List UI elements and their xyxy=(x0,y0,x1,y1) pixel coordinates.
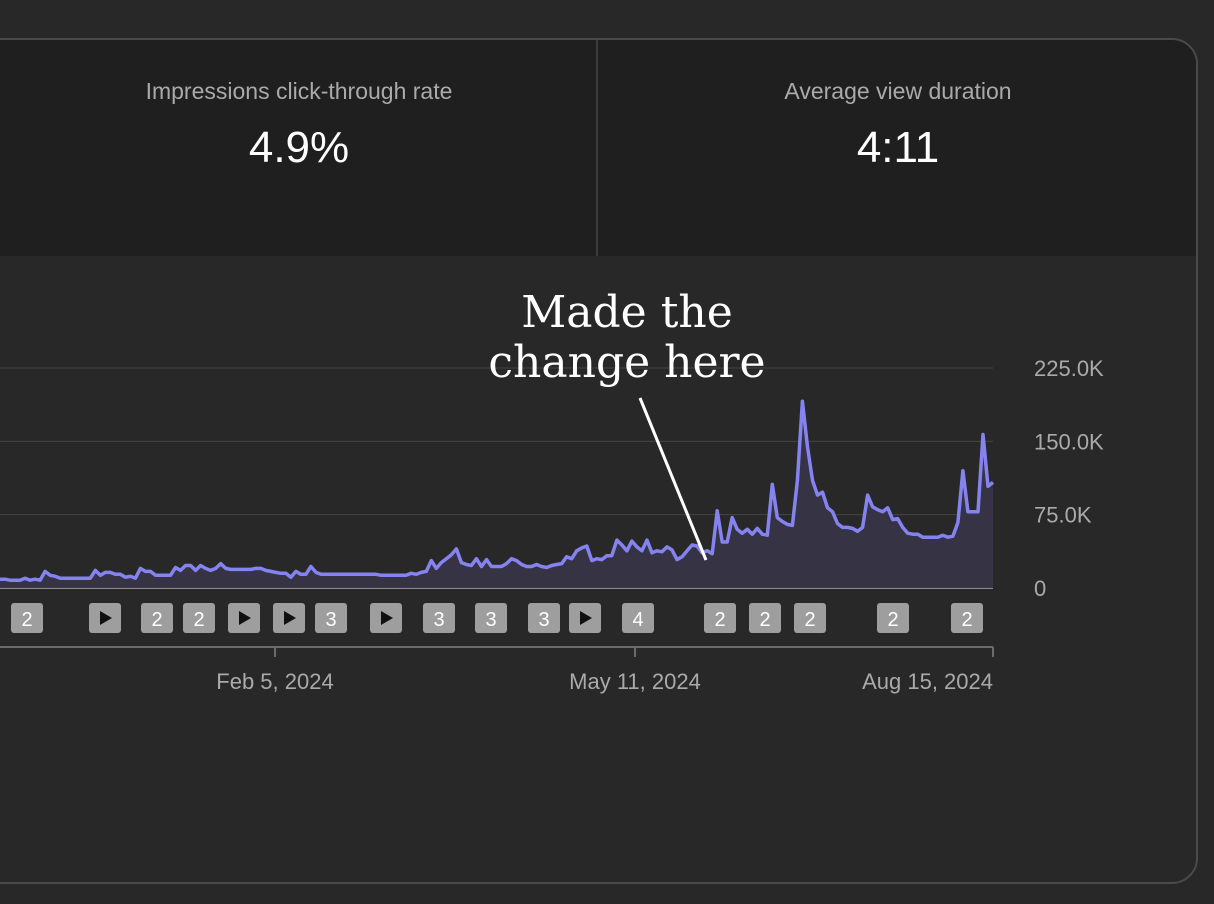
play-icon xyxy=(580,611,592,625)
metrics-row: Impressions click-through rate 4.9% Aver… xyxy=(0,40,1196,256)
video-count-marker[interactable] xyxy=(704,603,736,633)
video-count-label: 3 xyxy=(485,609,496,631)
series-line[interactable] xyxy=(0,399,995,582)
play-icon xyxy=(381,611,393,625)
change-annotation: Made the change here xyxy=(450,288,804,388)
video-count-marker[interactable] xyxy=(11,603,43,633)
y-tick-label: 0 xyxy=(1034,576,1046,601)
video-count-label: 2 xyxy=(804,609,815,631)
metric-avg-view-duration[interactable]: Average view duration 4:11 xyxy=(598,40,1196,256)
metric-ctr-label: Impressions click-through rate xyxy=(145,78,453,104)
annotation-line-2: change here xyxy=(488,337,766,388)
metric-divider xyxy=(596,40,598,256)
play-icon xyxy=(284,611,296,625)
y-tick-label: 75.0K xyxy=(1034,503,1092,528)
x-tick-label: May 11, 2024 xyxy=(569,669,701,694)
video-count-marker[interactable] xyxy=(794,603,826,633)
video-count-marker[interactable] xyxy=(423,603,455,633)
video-count-marker[interactable] xyxy=(877,603,909,633)
video-count-label: 3 xyxy=(538,609,549,631)
video-count-label: 4 xyxy=(632,609,643,631)
y-tick-label: 225.0K xyxy=(1034,356,1104,381)
y-tick-label: 150.0K xyxy=(1034,429,1104,454)
series-area xyxy=(0,401,993,588)
annotation-line-1: Made the xyxy=(521,287,733,338)
annotation-arrow-line xyxy=(638,397,708,561)
play-icon xyxy=(239,611,251,625)
video-count-marker[interactable] xyxy=(183,603,215,633)
video-count-label: 3 xyxy=(433,609,444,631)
metric-ctr-value: 4.9% xyxy=(248,123,350,172)
video-count-label: 2 xyxy=(21,609,32,631)
x-tick-label: Aug 15, 2024 xyxy=(862,669,993,694)
video-count-marker[interactable] xyxy=(528,603,560,633)
play-icon xyxy=(100,611,112,625)
video-count-marker[interactable] xyxy=(749,603,781,633)
video-count-label: 2 xyxy=(151,609,162,631)
video-count-marker[interactable] xyxy=(141,603,173,633)
analytics-card: Impressions click-through rate 4.9% Aver… xyxy=(0,38,1198,884)
video-count-marker[interactable] xyxy=(951,603,983,633)
video-count-label: 2 xyxy=(961,609,972,631)
video-count-label: 2 xyxy=(759,609,770,631)
video-count-label: 2 xyxy=(887,609,898,631)
x-tick-label: Feb 5, 2024 xyxy=(216,669,333,694)
video-count-marker[interactable] xyxy=(475,603,507,633)
video-count-label: 2 xyxy=(714,609,725,631)
metric-avg-view-duration-value: 4:11 xyxy=(856,123,940,172)
video-count-label: 2 xyxy=(193,609,204,631)
metric-ctr[interactable]: Impressions click-through rate 4.9% xyxy=(2,40,596,256)
video-count-label: 3 xyxy=(325,609,336,631)
metric-avg-view-duration-label: Average view duration xyxy=(784,78,1012,104)
video-count-marker[interactable] xyxy=(622,603,654,633)
video-count-marker[interactable] xyxy=(315,603,347,633)
